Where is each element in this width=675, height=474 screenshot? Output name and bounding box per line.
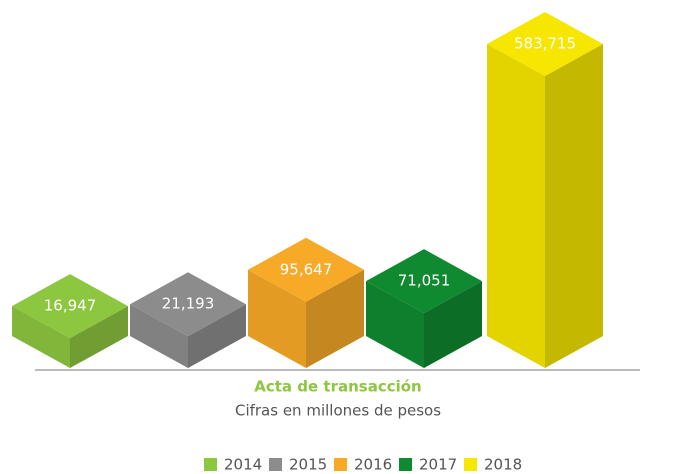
bar-top-face <box>366 249 482 314</box>
legend-label: 2015 <box>289 456 327 474</box>
bar-top-face <box>130 272 246 337</box>
bar-right-face <box>424 281 482 368</box>
legend-swatch <box>399 458 412 471</box>
bar <box>248 237 364 368</box>
value-label: 16,947 <box>44 297 97 315</box>
legend-label: 2016 <box>354 456 392 474</box>
bar-top-face <box>248 237 364 302</box>
value-label: 71,051 <box>398 272 451 290</box>
bar-left-shade <box>130 304 188 368</box>
legend-label: 2017 <box>419 456 457 474</box>
bar-left-face <box>487 44 545 368</box>
bar-right-face <box>70 306 128 368</box>
legend-swatch <box>334 458 347 471</box>
bar <box>366 249 482 368</box>
legend-swatch <box>269 458 282 471</box>
legend-swatch <box>464 458 477 471</box>
bar-top-face <box>12 274 128 339</box>
chart-subtitle: Cifras en millones de pesos <box>235 402 441 420</box>
bar-right-face <box>545 44 603 368</box>
legend-label: 2018 <box>484 456 522 474</box>
value-label: 21,193 <box>162 295 215 313</box>
bar-left-shade <box>487 44 545 368</box>
bar-left-shade <box>12 306 70 368</box>
bar-left-face <box>130 304 188 368</box>
bar-right-shade <box>70 306 128 368</box>
chart-title: Acta de transacción <box>254 378 421 396</box>
bar-right-shade <box>545 44 603 368</box>
bar-right-shade <box>306 269 364 368</box>
bar-right-shade <box>424 281 482 368</box>
bar-left-shade <box>248 269 306 368</box>
legend-swatch <box>204 458 217 471</box>
bar-left-face <box>366 281 424 368</box>
bar <box>487 12 603 368</box>
bar <box>130 272 246 368</box>
value-label: 95,647 <box>280 260 333 278</box>
value-label: 583,715 <box>514 35 576 53</box>
bar <box>12 274 128 368</box>
bar-right-face <box>188 304 246 368</box>
bar-left-face <box>12 306 70 368</box>
bar-right-shade <box>188 304 246 368</box>
legend-label: 2014 <box>224 456 262 474</box>
bar-left-shade <box>366 281 424 368</box>
bar-right-face <box>306 269 364 368</box>
bar-top-face <box>487 12 603 76</box>
bar-left-face <box>248 269 306 368</box>
